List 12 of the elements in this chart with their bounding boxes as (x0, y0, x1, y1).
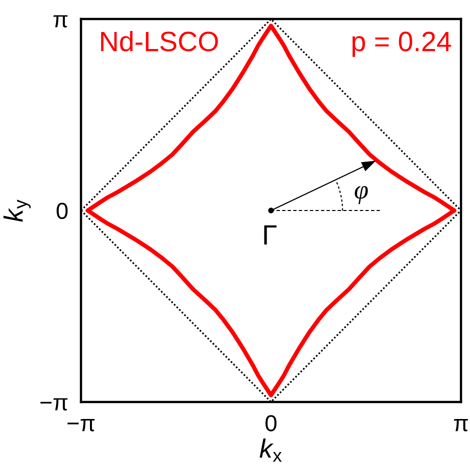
annotation: Γ (264, 225, 276, 245)
annotation: Nd-LSCO (101, 30, 218, 52)
y-tick-label: 0 (56, 202, 68, 220)
annotation: p = 0.24 (352, 32, 452, 57)
y-tick-label: π (54, 15, 68, 28)
y-axis-title: k$_{y}$ (4, 200, 31, 222)
y-tick-label: −π (40, 398, 68, 411)
x-tick-label: −π (68, 419, 95, 432)
x-axis-title: k$_{x}$ (260, 438, 282, 462)
x-tick-label: 0 (266, 415, 276, 432)
x-tick-label: π (454, 419, 468, 432)
annotation: φ (354, 186, 368, 204)
